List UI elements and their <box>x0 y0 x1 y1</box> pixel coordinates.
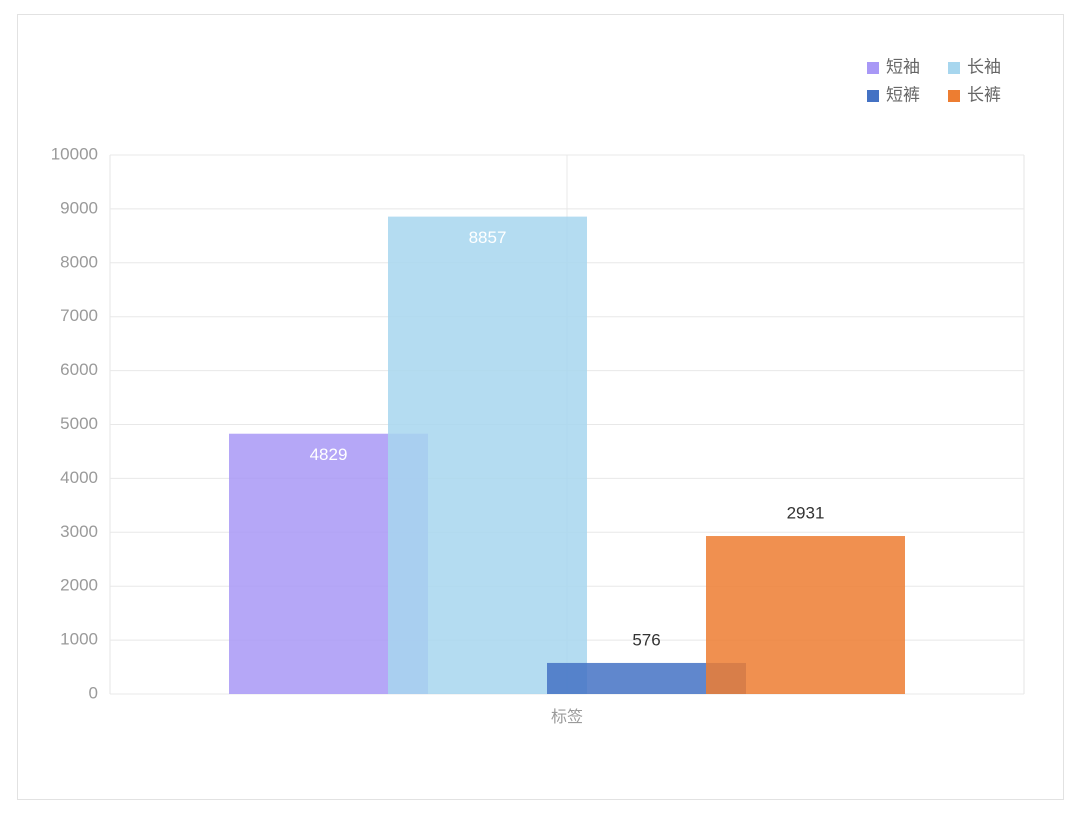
legend-swatch <box>948 62 960 74</box>
y-tick-label: 5000 <box>60 414 98 433</box>
data-label: 2931 <box>787 504 825 523</box>
legend-label: 长裤 <box>967 85 1001 104</box>
legend-swatch <box>867 62 879 74</box>
bar <box>388 216 587 694</box>
data-label: 8857 <box>469 228 507 247</box>
legend-label: 长袖 <box>967 57 1001 76</box>
y-tick-label: 10000 <box>51 144 98 163</box>
y-tick-label: 9000 <box>60 198 98 217</box>
y-tick-label: 6000 <box>60 360 98 379</box>
bar <box>706 536 905 694</box>
y-tick-label: 2000 <box>60 576 98 595</box>
y-tick-label: 0 <box>89 683 98 702</box>
legend-label: 短袖 <box>886 57 920 76</box>
data-label: 4829 <box>310 445 348 464</box>
y-tick-label: 7000 <box>60 306 98 325</box>
x-tick-label: 标签 <box>551 708 583 726</box>
legend-label: 短裤 <box>886 85 920 104</box>
y-tick-label: 4000 <box>60 468 98 487</box>
data-label: 576 <box>632 630 660 649</box>
y-tick-label: 8000 <box>60 252 98 271</box>
y-tick-label: 1000 <box>60 630 98 649</box>
legend-swatch <box>867 90 879 102</box>
y-tick-label: 3000 <box>60 522 98 541</box>
legend-swatch <box>948 90 960 102</box>
